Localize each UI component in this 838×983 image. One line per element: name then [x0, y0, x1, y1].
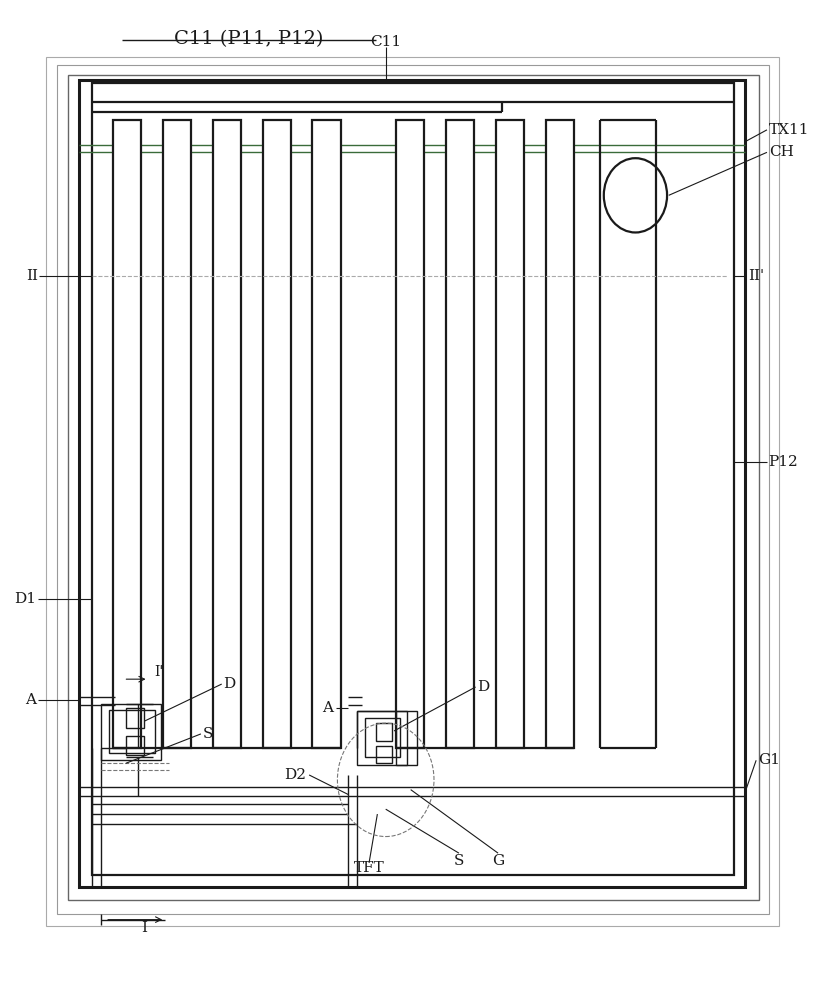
Text: II': II'	[747, 269, 764, 283]
Bar	[101, 704, 161, 760]
Text: G: G	[492, 854, 504, 868]
Bar	[163, 120, 191, 748]
Text: G1: G1	[758, 753, 780, 768]
Text: II: II	[26, 269, 38, 283]
Bar	[396, 120, 424, 748]
Bar	[46, 57, 779, 926]
Text: TFT: TFT	[354, 861, 385, 875]
Text: S: S	[203, 726, 213, 741]
Bar	[213, 120, 241, 748]
Bar	[126, 736, 144, 755]
Text: I': I'	[154, 665, 163, 679]
Bar	[446, 120, 474, 748]
Bar	[92, 83, 733, 875]
Text: TX11: TX11	[768, 123, 810, 137]
Bar	[375, 723, 392, 741]
Bar	[109, 711, 155, 753]
Bar	[396, 712, 416, 765]
Text: I: I	[142, 921, 147, 936]
Bar	[68, 75, 758, 900]
Bar	[262, 120, 291, 748]
Bar	[80, 80, 745, 888]
Bar	[375, 746, 392, 763]
Bar	[356, 712, 406, 765]
Text: S: S	[453, 854, 464, 868]
Text: P12: P12	[768, 455, 799, 469]
Text: D1: D1	[14, 592, 36, 606]
Text: C11: C11	[370, 34, 401, 49]
Text: D: D	[478, 680, 489, 694]
Bar	[112, 120, 141, 748]
Text: A: A	[323, 702, 334, 716]
Bar	[546, 120, 574, 748]
Bar	[313, 120, 341, 748]
Text: D2: D2	[284, 768, 306, 781]
Text: D: D	[224, 677, 235, 691]
Bar	[57, 65, 768, 914]
Text: CH: CH	[768, 145, 794, 159]
Text: C11 (P11, P12): C11 (P11, P12)	[173, 30, 323, 48]
Text: A: A	[25, 693, 36, 707]
Bar	[126, 709, 144, 728]
Bar	[495, 120, 524, 748]
Bar	[365, 719, 400, 757]
